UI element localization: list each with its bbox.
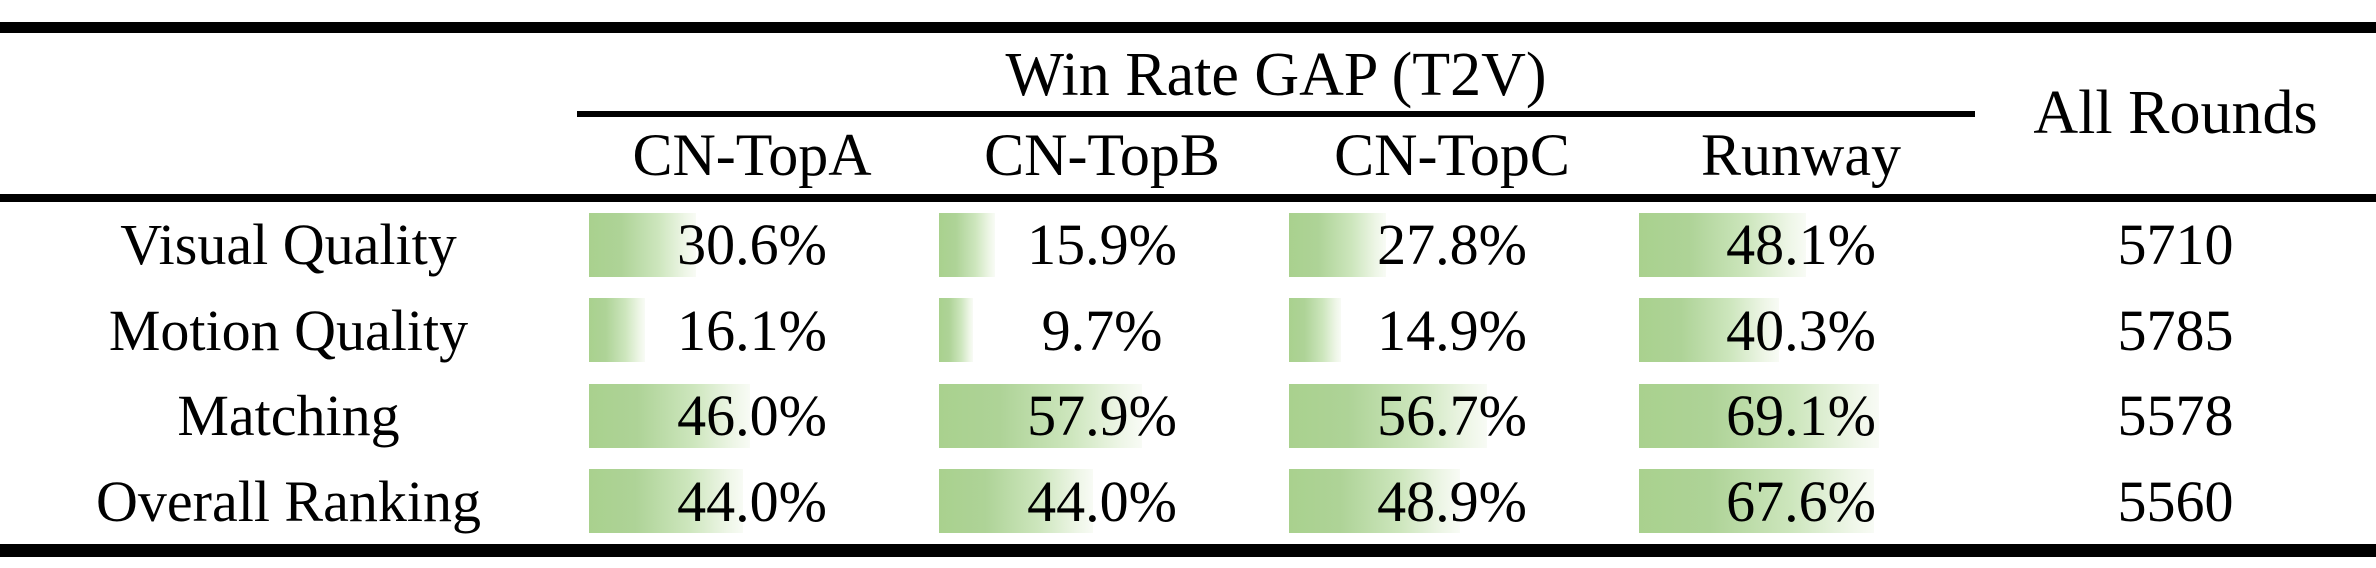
group-header-label: Win Rate GAP (T2V) [1005, 40, 1547, 109]
all-rounds-value: 5710 [2117, 212, 2234, 278]
group-header-win-rate-gap: Win Rate GAP (T2V) [577, 33, 1975, 117]
win-rate-data-bar [939, 383, 1142, 448]
win-rate-data-bar [1639, 298, 1780, 363]
column-header-cn-topc: CN-TopC [1334, 122, 1570, 188]
win-rate-data-bar [1289, 298, 1342, 363]
win-rate-value: 46.0% [677, 383, 827, 449]
win-rate-cell: 44.0% [577, 459, 927, 545]
win-rate-cell: 67.6% [1627, 459, 1975, 545]
win-rate-data-bar [939, 469, 1093, 534]
win-rate-cell: 30.6% [577, 202, 927, 288]
win-rate-cell: 56.7% [1277, 373, 1627, 459]
all-rounds-value: 5578 [2117, 383, 2234, 449]
win-rate-value: 15.9% [1027, 212, 1177, 278]
win-rate-value: 57.9% [1027, 383, 1177, 449]
win-rate-cell: 46.0% [577, 373, 927, 459]
win-rate-data-bar [589, 212, 697, 277]
win-rate-value: 44.0% [677, 468, 827, 534]
column-header-runway: Runway [1701, 122, 1901, 188]
win-rate-value: 48.1% [1726, 212, 1876, 278]
corner-cell [0, 33, 577, 194]
win-rate-data-bar [1289, 469, 1461, 534]
row-label: Overall Ranking [96, 468, 481, 534]
row-label: Matching [177, 383, 400, 449]
table-bottom-rule [0, 544, 2376, 557]
win-rate-data-bar [589, 469, 743, 534]
win-rate-data-bar [1639, 383, 1880, 448]
win-rate-data-bar [1639, 469, 1875, 534]
all-rounds-value: 5785 [2117, 297, 2234, 363]
win-rate-cell: 40.3% [1627, 288, 1975, 374]
win-rate-cell: 14.9% [1277, 288, 1627, 374]
column-header-cn-topa: CN-TopA [632, 122, 872, 188]
win-rate-value: 44.0% [1027, 468, 1177, 534]
win-rate-value: 69.1% [1726, 383, 1876, 449]
win-rate-data-bar [589, 298, 646, 363]
table-mid-rule [0, 194, 2376, 202]
win-rate-data-bar [589, 383, 750, 448]
win-rate-data-bar [939, 298, 973, 363]
win-rate-cell: 57.9% [927, 373, 1277, 459]
row-label: Visual Quality [120, 212, 457, 278]
win-rate-value: 14.9% [1377, 297, 1527, 363]
win-rate-cell: 44.0% [927, 459, 1277, 545]
table-top-rule [0, 22, 2376, 33]
table-body: Visual Quality 30.6% 15.9% 27.8% 48.1% 5710 Mo… [0, 202, 2376, 544]
win-rate-cell: 16.1% [577, 288, 927, 374]
win-rate-value: 16.1% [677, 297, 827, 363]
all-rounds-header: All Rounds [1975, 33, 2376, 194]
table-header: Win Rate GAP (T2V) All Rounds CN-TopA CN-… [0, 33, 2376, 194]
win-rate-data-bar [1289, 212, 1387, 277]
win-rate-cell: 9.7% [927, 288, 1277, 374]
win-rate-value: 27.8% [1377, 212, 1527, 278]
win-rate-value: 48.9% [1377, 468, 1527, 534]
win-rate-value: 9.7% [1041, 297, 1163, 363]
row-label: Motion Quality [108, 297, 469, 363]
win-rate-cell: 15.9% [927, 202, 1277, 288]
win-rate-cell: 48.9% [1277, 459, 1627, 545]
win-rate-data-bar [1289, 383, 1488, 448]
win-rate-data-bar [939, 212, 995, 277]
win-rate-cell: 48.1% [1627, 202, 1975, 288]
win-rate-value: 30.6% [677, 212, 827, 278]
win-rate-value: 40.3% [1726, 297, 1876, 363]
all-rounds-header-label: All Rounds [2033, 79, 2318, 147]
column-header-cn-topb: CN-TopB [984, 122, 1220, 188]
win-rate-cell: 27.8% [1277, 202, 1627, 288]
win-rate-value: 56.7% [1377, 383, 1527, 449]
win-rate-data-bar [1639, 212, 1807, 277]
win-rate-value: 67.6% [1726, 468, 1876, 534]
all-rounds-value: 5560 [2117, 468, 2234, 534]
win-rate-cell: 69.1% [1627, 373, 1975, 459]
